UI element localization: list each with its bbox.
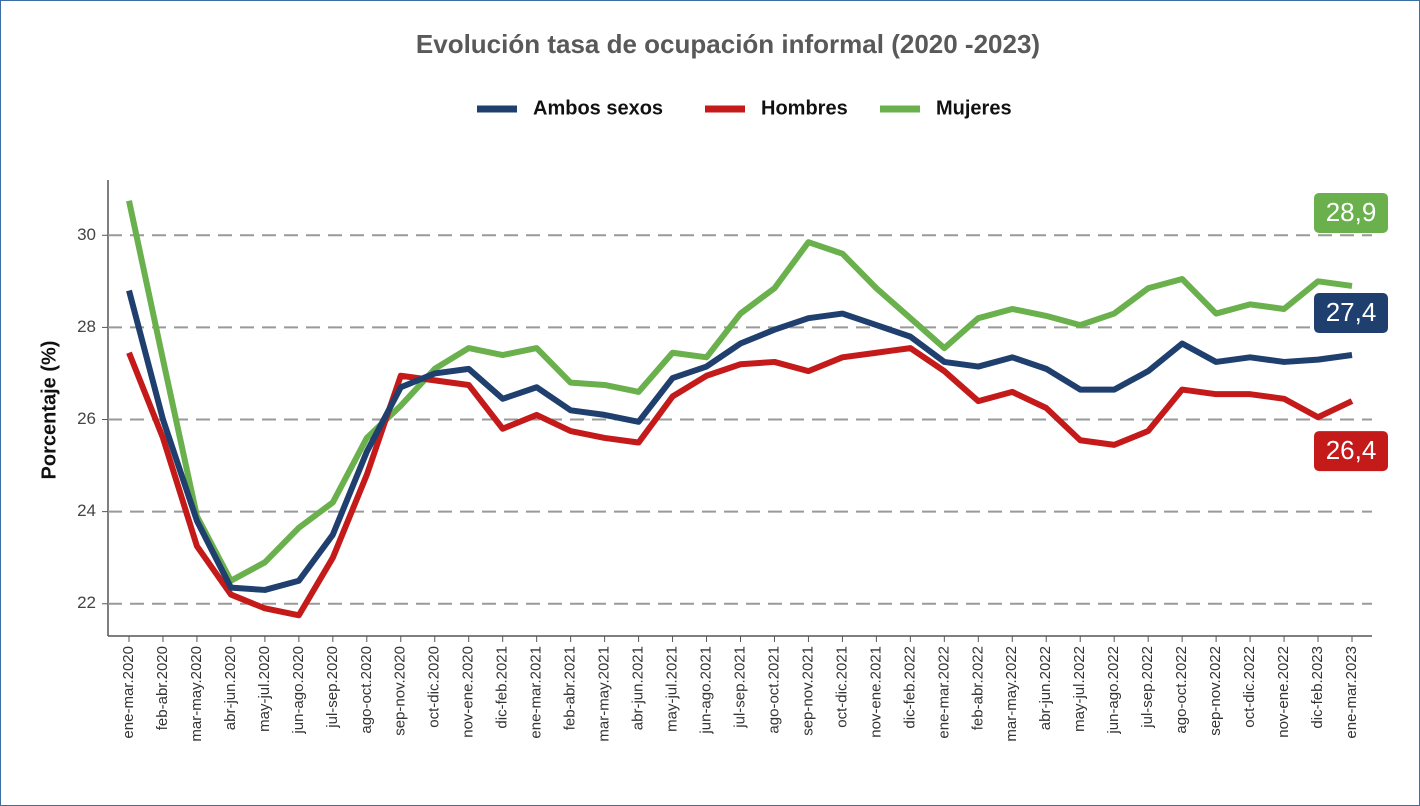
x-tick-label: mar-may.2021	[596, 646, 613, 742]
x-tick-label: jul-sep.2022	[1139, 646, 1156, 729]
x-tick-label: ene-mar.2020	[120, 646, 137, 739]
x-tick-label: abr-jun.2021	[630, 646, 647, 730]
x-tick-label: sep-nov.2022	[1207, 646, 1224, 736]
chart-title: Evolución tasa de ocupación informal (20…	[416, 29, 1040, 59]
y-tick-label: 24	[77, 501, 96, 520]
x-tick-label: dic-feb.2023	[1309, 646, 1326, 729]
end-label-box	[1314, 293, 1388, 334]
x-tick-label: oct-dic.2022	[1241, 646, 1258, 728]
x-tick-label: mar-may.2022	[1003, 646, 1020, 742]
x-tick-label: jun-ago.2021	[697, 646, 714, 735]
x-tick-label: sep-nov.2020	[392, 646, 409, 736]
x-tick-label: abr-jun.2020	[222, 646, 239, 730]
x-tick-label: sep-nov.2021	[799, 646, 816, 736]
y-axis-label: Porcentaje (%)	[38, 341, 60, 480]
x-tick-label: oct-dic.2021	[833, 646, 850, 728]
end-label: 26,4	[1326, 435, 1377, 465]
x-tick-label: ago-oct.2020	[358, 646, 375, 734]
x-tick-label: jun-ago.2020	[290, 646, 307, 735]
x-tick-label: jul-sep.2020	[324, 646, 341, 729]
x-tick-label: dic-feb.2022	[901, 646, 918, 729]
y-tick-label: 26	[77, 409, 96, 428]
series-line	[126, 289, 1353, 593]
x-tick-label: feb-abr.2020	[154, 646, 171, 730]
x-tick-label: abr-jun.2022	[1037, 646, 1054, 730]
x-tick-label: nov-ene.2022	[1275, 646, 1292, 738]
x-tick-label: ene-mar.2021	[528, 646, 545, 739]
legend-label: Mujeres	[936, 97, 1012, 119]
x-tick-label: jul-sep.2021	[731, 646, 748, 729]
y-tick-label: 28	[77, 317, 96, 336]
end-label: 28,9	[1326, 197, 1377, 227]
series-line	[126, 200, 1353, 584]
x-tick-label: oct-dic.2020	[426, 646, 443, 728]
legend-label: Hombres	[761, 97, 848, 119]
y-tick-label: 22	[77, 593, 96, 612]
end-label-box	[1314, 192, 1388, 233]
x-tick-label: dic-feb.2021	[494, 646, 511, 729]
x-tick-label: ene-mar.2023	[1343, 646, 1360, 739]
end-label: 27,4	[1326, 297, 1377, 327]
x-tick-label: feb-abr.2021	[562, 646, 579, 730]
x-tick-label: may-jul.2020	[256, 646, 273, 732]
x-tick-label: ago-oct.2022	[1173, 646, 1190, 734]
x-tick-label: ene-mar.2022	[935, 646, 952, 739]
x-tick-label: nov-ene.2021	[867, 646, 884, 738]
x-tick-label: feb-abr.2022	[969, 646, 986, 730]
x-tick-label: jun-ago.2022	[1105, 646, 1122, 735]
x-tick-label: may-jul.2021	[664, 646, 681, 732]
series-line	[126, 345, 1354, 619]
y-tick-label: 30	[77, 225, 96, 244]
end-label-box	[1314, 431, 1388, 472]
x-tick-label: nov-ene.2020	[460, 646, 477, 738]
x-tick-label: ago-oct.2021	[765, 646, 782, 734]
x-tick-label: mar-may.2020	[188, 646, 205, 742]
x-tick-label: may-jul.2022	[1071, 646, 1088, 732]
legend-label: Ambos sexos	[533, 97, 663, 119]
